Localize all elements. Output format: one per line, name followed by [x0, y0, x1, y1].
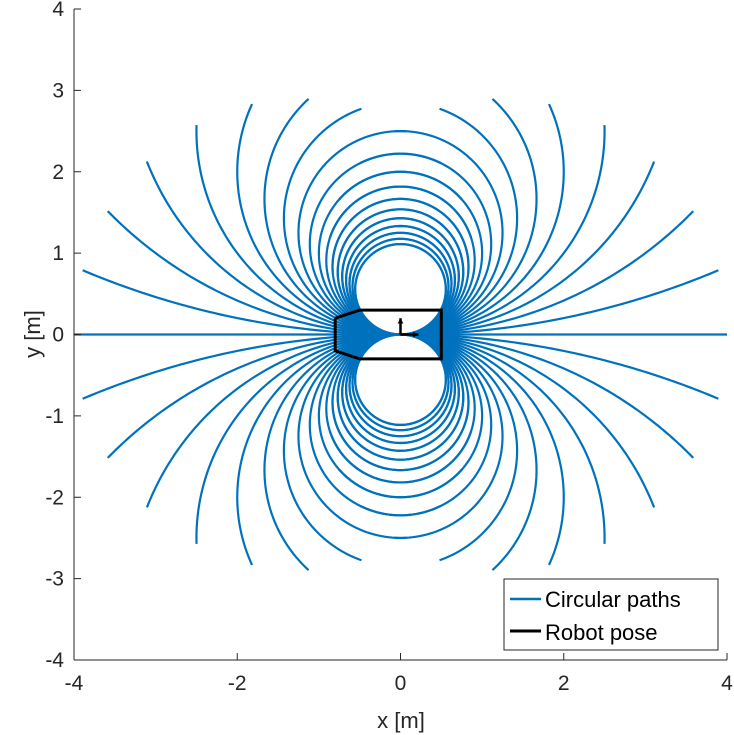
circular-path-line: [400, 210, 695, 336]
circular-path-line: [106, 333, 401, 459]
circular-path-line: [400, 333, 719, 400]
legend: Circular paths Robot pose: [503, 578, 719, 651]
circular-path-line: [400, 125, 606, 336]
circular-path-line: [345, 224, 457, 336]
y-tick-label: -2: [45, 486, 64, 509]
circular-path-line: [348, 333, 453, 438]
circular-path-line: [145, 161, 401, 336]
circular-path-line: [400, 333, 538, 571]
circular-path-line: [400, 107, 519, 336]
legend-label-circular-paths: Circular paths: [545, 587, 681, 612]
robot-pose-series: [333, 308, 443, 361]
x-tick-label: 4: [721, 672, 733, 695]
circular-path-line: [351, 333, 450, 432]
circular-path-line: [400, 333, 606, 544]
y-tick-label: -1: [45, 405, 64, 428]
y-tick-label: 2: [52, 161, 64, 184]
circular-path-line: [354, 333, 447, 427]
circular-path-line: [317, 333, 464, 499]
circular-path-line: [400, 269, 719, 336]
circular-path-line: [325, 185, 473, 336]
circular-path-line: [106, 210, 401, 336]
circular-path-line: [400, 333, 565, 566]
robot-heading-y-arrow-head: [397, 318, 404, 324]
circular-path-line: [400, 98, 538, 336]
circular-path-line: [282, 107, 401, 336]
circular-path-line: [145, 333, 401, 508]
circular-path-line: [236, 103, 401, 336]
y-tick-label: 3: [52, 79, 64, 102]
y-tick-label: -3: [45, 568, 64, 591]
axes: [73, 8, 728, 661]
circular-path-line: [236, 333, 401, 566]
circular-path-line: [297, 333, 407, 540]
circular-path-line: [195, 333, 401, 544]
x-tick-label: -2: [228, 672, 247, 695]
circular-path-line: [195, 125, 401, 336]
y-tick-label: 4: [52, 0, 64, 21]
x-tick-label: -4: [65, 672, 84, 695]
circular-path-line: [317, 170, 464, 336]
y-tick-label: 0: [52, 324, 64, 347]
robot-heading-x-arrow-head: [413, 331, 419, 338]
circular-path-line: [394, 129, 504, 336]
y-tick-label: 1: [52, 242, 64, 265]
x-axis-label: x [m]: [377, 708, 425, 733]
circular-path-line: [354, 242, 447, 336]
circular-path-line: [308, 152, 442, 336]
x-tick-label: 2: [558, 672, 570, 695]
circular-path-line: [282, 333, 401, 562]
tick-labels: -4 -2 0 2 4 -4 -3 -2 -1 0 1 2 3 4: [45, 0, 733, 695]
x-tick-label: 0: [395, 672, 407, 695]
circular-paths-series: [74, 98, 727, 571]
y-axis-label: y [m]: [20, 310, 45, 358]
legend-box: [503, 578, 719, 651]
circular-path-line: [400, 161, 656, 336]
circular-path-line: [345, 333, 457, 445]
y-tick-label: -4: [45, 649, 64, 672]
circular-path-line: [325, 333, 473, 484]
circular-path-line: [394, 333, 504, 540]
circular-path-line: [82, 269, 401, 336]
circular-path-line: [400, 333, 695, 459]
circular-path-line: [308, 333, 442, 517]
circular-path-line: [263, 333, 401, 571]
circular-path-line: [400, 333, 519, 562]
robot-footprint: [333, 308, 443, 361]
circular-path-line: [400, 333, 656, 508]
circular-path-line: [400, 103, 565, 336]
circular-path-line: [297, 129, 407, 336]
circular-path-line: [82, 333, 401, 400]
legend-label-robot-pose: Robot pose: [545, 620, 658, 645]
circular-path-line: [263, 98, 401, 336]
